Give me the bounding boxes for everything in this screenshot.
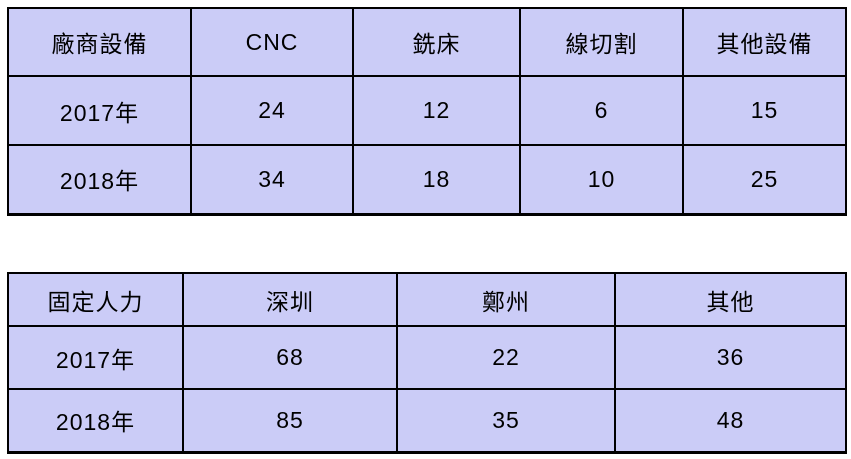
value-cell: 48 <box>614 388 847 454</box>
year-label-cell: 2017年 <box>7 75 192 146</box>
equipment-header-cell: 線切割 <box>519 7 684 77</box>
manpower-table: 固定人力 深圳 鄭州 其他 2017年 68 22 36 2018年 85 35… <box>7 272 847 454</box>
manpower-row-2017: 2017年 68 22 36 <box>7 325 847 390</box>
year-label-cell: 2018年 <box>7 388 184 454</box>
value-cell: 6 <box>519 75 684 146</box>
value-cell: 36 <box>614 325 847 390</box>
value-cell: 10 <box>519 144 684 216</box>
value-cell: 85 <box>182 388 398 454</box>
equipment-header-cell: 其他設備 <box>682 7 847 77</box>
year-label-cell: 2018年 <box>7 144 192 216</box>
manpower-row-2018: 2018年 85 35 48 <box>7 388 847 454</box>
value-cell: 24 <box>190 75 354 146</box>
value-cell: 25 <box>682 144 847 216</box>
value-cell: 35 <box>396 388 616 454</box>
value-cell: 68 <box>182 325 398 390</box>
equipment-row-2017: 2017年 24 12 6 15 <box>7 75 847 146</box>
equipment-row-2018: 2018年 34 18 10 25 <box>7 144 847 216</box>
manpower-header-cell: 其他 <box>614 272 847 327</box>
equipment-header-cell: 銑床 <box>352 7 521 77</box>
value-cell: 15 <box>682 75 847 146</box>
manpower-header-cell: 鄭州 <box>396 272 616 327</box>
value-cell: 18 <box>352 144 521 216</box>
value-cell: 22 <box>396 325 616 390</box>
equipment-header-cell: CNC <box>190 7 354 77</box>
year-label-cell: 2017年 <box>7 325 184 390</box>
value-cell: 34 <box>190 144 354 216</box>
manpower-header-cell: 固定人力 <box>7 272 184 327</box>
manpower-header-cell: 深圳 <box>182 272 398 327</box>
equipment-header-row: 廠商設備 CNC 銑床 線切割 其他設備 <box>7 7 847 77</box>
manpower-header-row: 固定人力 深圳 鄭州 其他 <box>7 272 847 327</box>
equipment-table: 廠商設備 CNC 銑床 線切割 其他設備 2017年 24 12 6 15 20… <box>7 7 847 216</box>
equipment-header-cell: 廠商設備 <box>7 7 192 77</box>
value-cell: 12 <box>352 75 521 146</box>
